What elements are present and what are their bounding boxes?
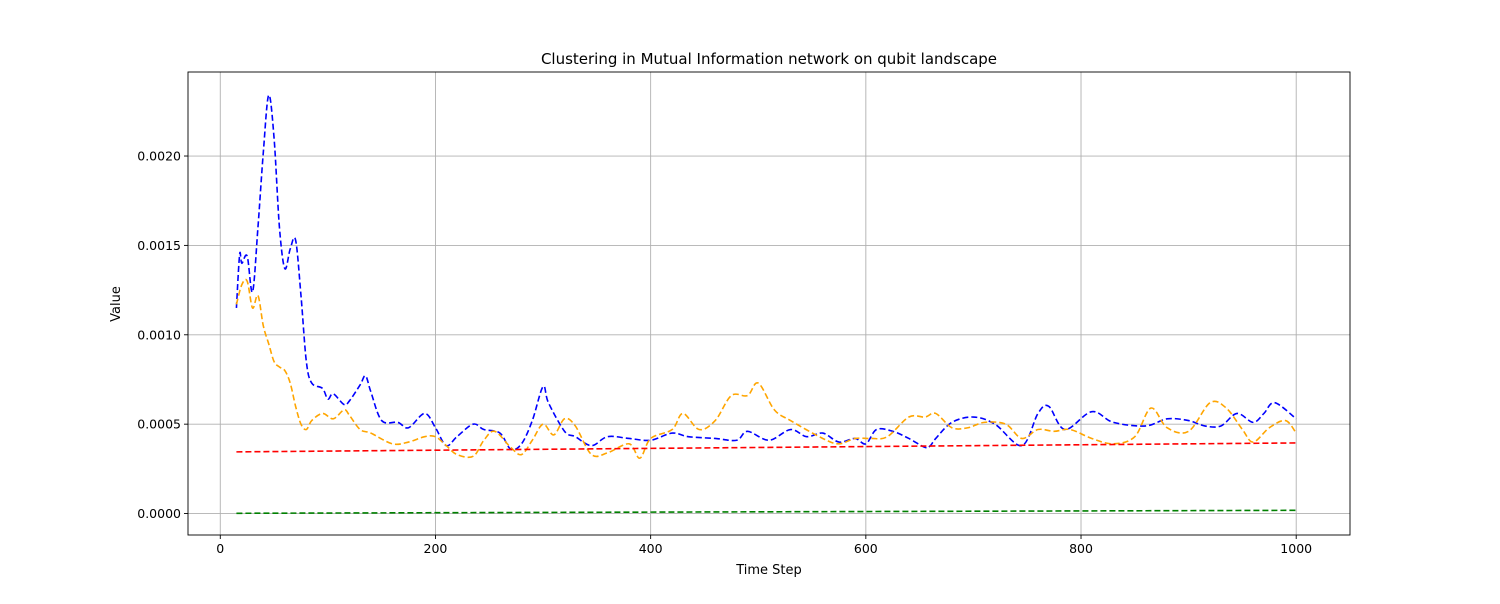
- x-tick-label: 800: [1069, 541, 1093, 556]
- plot-background: [188, 72, 1350, 535]
- x-tick-label: 0: [216, 541, 224, 556]
- axis-ticks: 0 200 400 600 800 1000 0.0000 0.0005 0.0010 0.001…: [137, 149, 1312, 556]
- series-line-orange: [235, 278, 1297, 459]
- series-line-green: [236, 509, 1297, 515]
- y-tick-label: 0.0005: [137, 417, 181, 432]
- y-tick-label: 0.0000: [137, 506, 181, 521]
- y-axis-label: Value: [109, 286, 124, 322]
- x-tick-label: 200: [424, 541, 448, 556]
- x-tick-label: 1000: [1280, 541, 1312, 556]
- series-line-blue: [235, 94, 1297, 451]
- x-tick-label: 400: [639, 541, 663, 556]
- series-lines: [235, 94, 1297, 515]
- y-tick-label: 0.0020: [137, 149, 181, 164]
- y-tick-label: 0.0015: [137, 238, 181, 253]
- x-tick-label: 600: [854, 541, 878, 556]
- chart-title: Clustering in Mutual Information network…: [541, 50, 997, 68]
- y-tick-label: 0.0010: [137, 327, 181, 342]
- plot-frame: [187, 71, 1351, 536]
- series-line-red: [236, 442, 1297, 453]
- x-axis-label: Time Step: [735, 563, 802, 578]
